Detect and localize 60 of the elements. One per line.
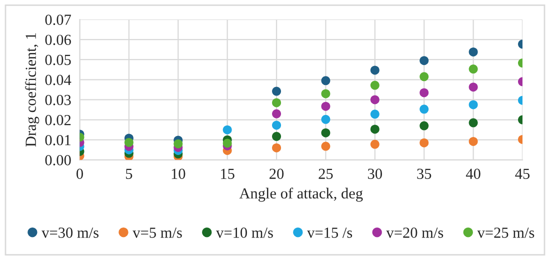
- point: [222, 138, 232, 148]
- point: [174, 139, 183, 148]
- point: [272, 86, 282, 96]
- x-tick-label: 5: [126, 168, 132, 179]
- point: [420, 88, 429, 98]
- legend-label: v=5 m/s: [132, 228, 182, 238]
- y-axis-title: Drag coefficient, 1: [25, 33, 40, 147]
- legend-label: v=25 m/s: [477, 228, 534, 238]
- point: [272, 143, 282, 152]
- point: [272, 120, 282, 130]
- x-axis-title: Angle of attack, deg: [239, 188, 363, 202]
- x-tick-label: 45: [515, 168, 530, 179]
- point: [468, 118, 478, 128]
- point: [420, 72, 429, 82]
- point: [272, 132, 282, 141]
- point: [468, 64, 478, 74]
- point: [321, 89, 330, 98]
- x-tick-label: 20: [270, 168, 284, 179]
- legend-label: v=20 m/s: [386, 228, 444, 238]
- legend-label: v=15 /s: [307, 228, 352, 238]
- point: [468, 47, 478, 56]
- x-tick-label: 35: [417, 168, 432, 179]
- point: [468, 136, 478, 146]
- point: [321, 76, 330, 86]
- x-tick-label: 0: [76, 168, 83, 179]
- point: [468, 100, 478, 110]
- point: [272, 109, 282, 118]
- y-tick-label: 0.02: [45, 114, 71, 126]
- point: [222, 125, 232, 134]
- point: [321, 114, 330, 124]
- point: [321, 102, 330, 111]
- point: [370, 110, 380, 119]
- point: [420, 138, 429, 148]
- point: [420, 104, 429, 114]
- point: [370, 66, 380, 75]
- point: [468, 82, 478, 92]
- y-tick-label: 0.05: [45, 54, 71, 66]
- x-tick-label: 15: [221, 168, 234, 179]
- point: [370, 124, 380, 134]
- x-tick-label: 10: [172, 168, 186, 179]
- point: [420, 121, 429, 130]
- x-tick-label: 30: [368, 168, 382, 179]
- x-tick-label: 25: [318, 168, 333, 179]
- legend-label: v=10 m/s: [216, 228, 273, 238]
- y-tick-label: 0.03: [45, 94, 71, 106]
- x-tick-label: 40: [466, 168, 480, 179]
- point: [370, 140, 380, 149]
- point: [370, 80, 380, 90]
- point: [321, 142, 330, 151]
- point: [370, 95, 380, 104]
- y-tick-label: 0.06: [45, 34, 71, 46]
- point: [124, 138, 134, 147]
- y-tick-label: 0.04: [45, 74, 72, 86]
- point: [420, 56, 429, 66]
- y-tick-label: 0.07: [45, 14, 71, 26]
- legend-label: v=30 m/s: [42, 228, 98, 238]
- y-tick-label: 0.01: [45, 134, 70, 146]
- y-tick-label: 0.00: [45, 155, 71, 166]
- point: [321, 128, 330, 138]
- point: [272, 98, 282, 108]
